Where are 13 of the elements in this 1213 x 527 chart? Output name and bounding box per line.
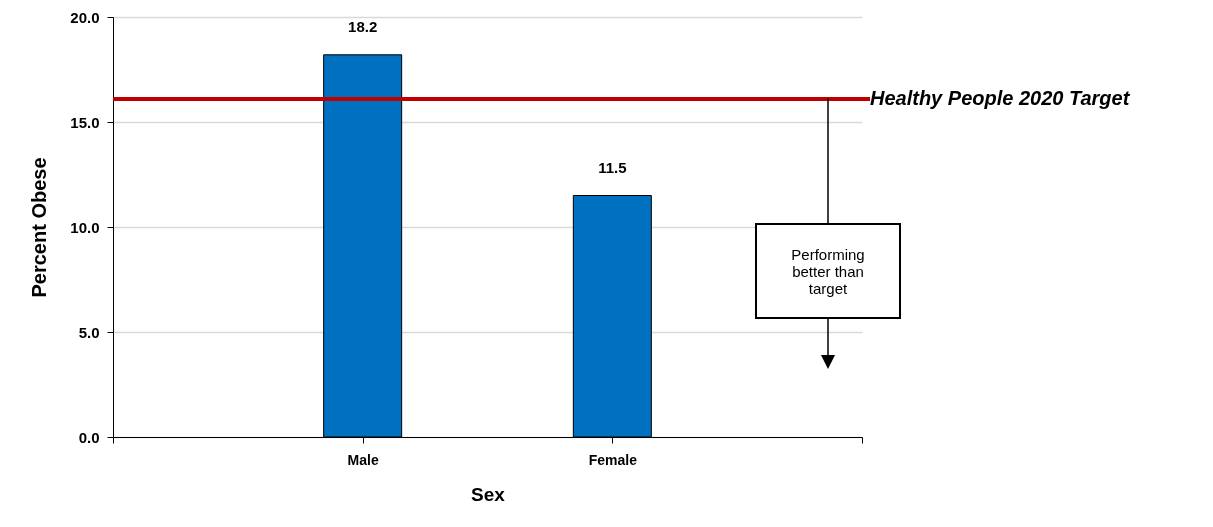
y-tick-label: 10.0 [70, 218, 100, 236]
x-tick-label: Male [347, 451, 379, 468]
y-tick-label: 15.0 [70, 113, 100, 131]
x-axis-title: Sex [471, 483, 506, 505]
x-tick-label: Female [588, 451, 638, 468]
y-axis-title: Percent Obese [28, 157, 51, 298]
y-tick-label: 20.0 [70, 8, 100, 26]
data-label: 18.2 [348, 17, 378, 35]
data-label: 11.5 [598, 158, 627, 176]
ref-line-label: Healthy People 2020 Target [870, 86, 1131, 109]
y-tick-label: 0.0 [78, 428, 100, 446]
y-tick-label: 5.0 [78, 323, 100, 341]
note-box: Performing better than target [755, 223, 901, 319]
